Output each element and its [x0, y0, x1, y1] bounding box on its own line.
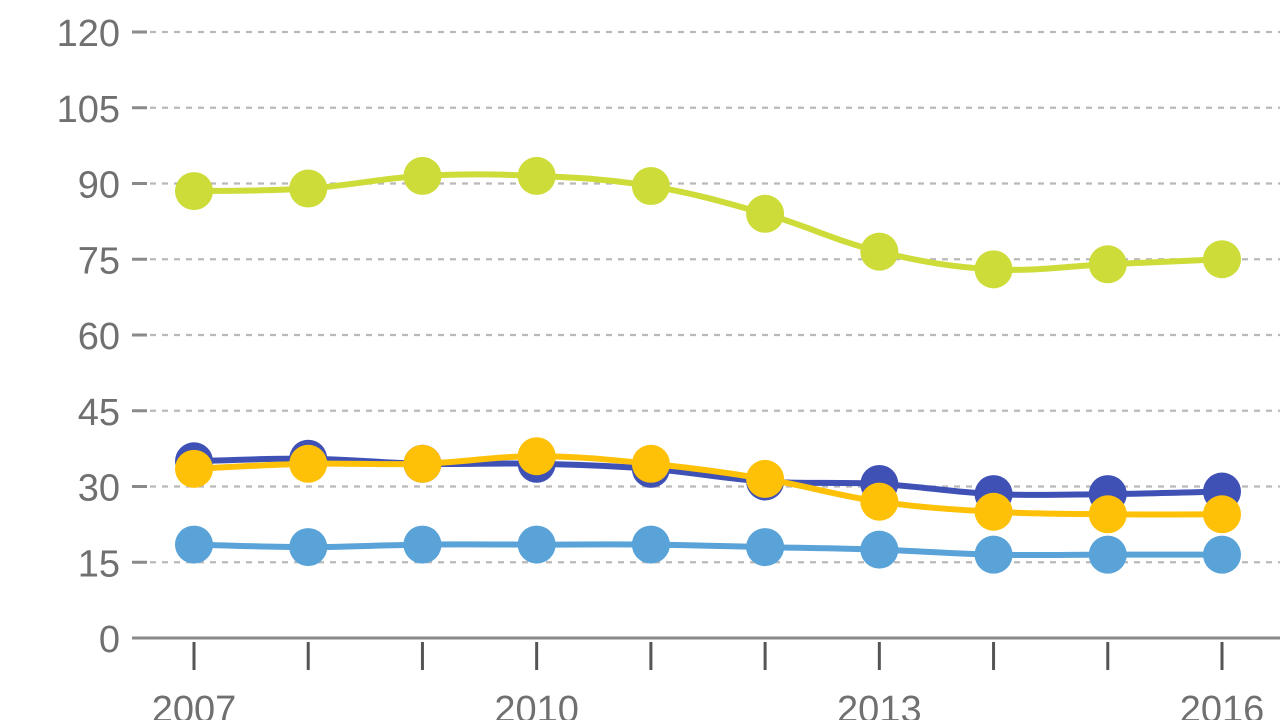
data-point: [631, 167, 670, 206]
data-point: [631, 444, 670, 483]
x-tick-label: 2007: [152, 689, 237, 720]
data-point: [403, 156, 442, 195]
data-point: [974, 492, 1013, 531]
y-tick-label: 15: [78, 543, 120, 585]
data-point: [860, 482, 899, 521]
y-tick-label: 0: [99, 619, 120, 661]
data-point: [289, 528, 328, 567]
x-axis: 2007 2010 2013 2016: [132, 636, 1280, 720]
data-point: [974, 250, 1013, 289]
data-point: [175, 525, 213, 564]
data-point: [1203, 495, 1241, 534]
y-tick-label: 45: [78, 392, 120, 434]
data-point: [517, 437, 556, 476]
y-tick-label: 60: [78, 316, 120, 358]
data-point: [974, 535, 1013, 574]
data-point: [1088, 535, 1127, 574]
y-tick-label: 75: [78, 240, 120, 282]
data-point: [517, 156, 556, 195]
data-point: [746, 459, 785, 498]
data-point: [403, 525, 442, 564]
y-tick-label: 30: [78, 468, 120, 510]
series-line: [191, 171, 1225, 273]
data-point: [1088, 245, 1127, 284]
series-1: [175, 439, 1241, 514]
data-point: [1203, 535, 1241, 574]
data-point: [746, 528, 785, 567]
data-point: [1203, 240, 1241, 279]
series-2: [175, 437, 1241, 534]
data-point: [175, 449, 213, 488]
x-tick-label: 2013: [837, 689, 922, 720]
y-tick-label: 90: [78, 165, 120, 207]
series-line: [191, 541, 1225, 559]
data-point: [403, 444, 442, 483]
series-line: [191, 453, 1225, 518]
data-point: [860, 530, 899, 569]
data-point: [746, 194, 785, 233]
data-point: [517, 525, 556, 564]
y-tick-label: 105: [57, 89, 120, 131]
x-tick-label: 2010: [494, 689, 579, 720]
series-0: [175, 156, 1241, 289]
data-point: [289, 444, 328, 483]
series-3: [175, 525, 1241, 574]
x-tick-label: 2016: [1180, 689, 1265, 720]
data-point: [1088, 495, 1127, 534]
data-point: [860, 232, 899, 271]
data-point: [631, 525, 670, 564]
data-point: [289, 169, 328, 208]
data-point: [175, 172, 213, 211]
series-group: [175, 156, 1241, 574]
y-tick-label: 120: [57, 13, 120, 55]
y-axis: 0 15 30 45 60 75 90 105 120: [57, 13, 147, 661]
